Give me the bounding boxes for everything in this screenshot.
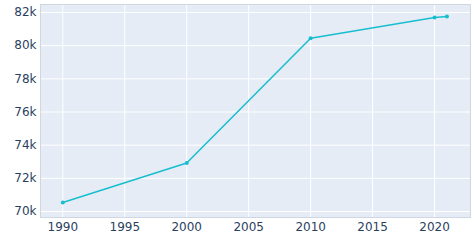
- svg-text:72k: 72k: [14, 171, 36, 185]
- svg-text:2000: 2000: [171, 220, 202, 234]
- svg-text:2005: 2005: [233, 220, 264, 234]
- svg-text:80k: 80k: [14, 38, 36, 52]
- svg-text:74k: 74k: [14, 138, 36, 152]
- svg-text:2010: 2010: [295, 220, 326, 234]
- svg-text:1990: 1990: [48, 220, 79, 234]
- svg-text:78k: 78k: [14, 72, 36, 86]
- svg-text:1995: 1995: [109, 220, 140, 234]
- svg-text:70k: 70k: [14, 204, 36, 218]
- svg-text:2015: 2015: [357, 220, 388, 234]
- svg-text:76k: 76k: [14, 105, 36, 119]
- svg-text:82k: 82k: [14, 5, 36, 19]
- svg-text:2020: 2020: [419, 220, 450, 234]
